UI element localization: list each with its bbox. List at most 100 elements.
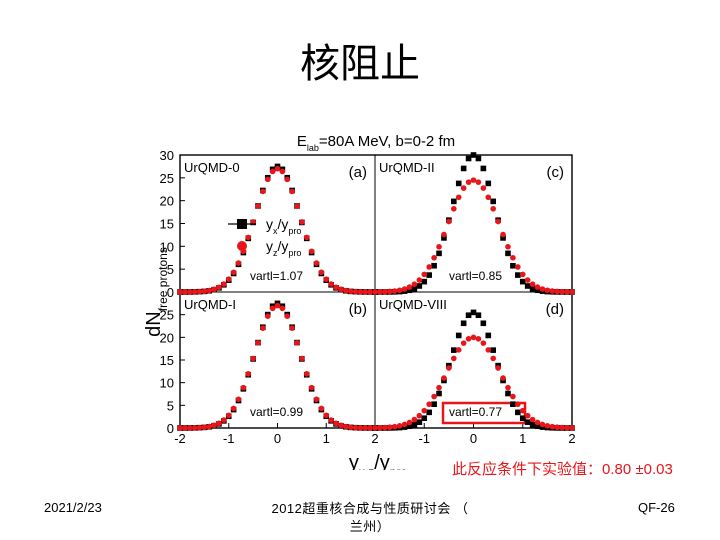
data-point-yz-circle: [342, 423, 349, 430]
panel-vartl-label: vartl=0.77: [449, 405, 502, 419]
data-point-yz-circle: [470, 177, 477, 183]
data-point-yz-circle: [539, 286, 546, 292]
panel-model-label: UrQMD-I: [184, 297, 236, 312]
slide-title: 核阻止: [300, 41, 420, 87]
data-point-yz-circle: [495, 218, 501, 225]
data-point-yz-circle: [284, 313, 291, 319]
data-point-yx-square: [475, 312, 482, 319]
data-point-yx-square: [460, 165, 467, 172]
data-point-yz-circle: [230, 405, 237, 412]
data-point-yz-circle: [549, 423, 556, 430]
data-point-yx-square: [436, 390, 442, 397]
data-point-yz-circle: [294, 203, 300, 209]
data-point-yx-square: [515, 272, 521, 278]
data-point-yz-circle: [564, 289, 570, 295]
data-point-yz-circle: [372, 425, 378, 431]
data-point-yz-circle: [569, 425, 575, 431]
data-point-yz-circle: [455, 194, 462, 201]
data-point-yz-circle: [391, 288, 398, 294]
data-point-yz-circle: [240, 384, 247, 391]
data-point-yz-circle: [475, 179, 482, 185]
data-point-yz-circle: [225, 412, 232, 419]
data-point-yx-square: [529, 285, 536, 292]
data-point-yz-circle: [235, 396, 242, 403]
data-point-yz-circle: [221, 281, 227, 287]
data-point-yz-circle: [279, 168, 286, 175]
data-point-yz-circle: [206, 423, 213, 430]
data-point-yz-circle: [505, 384, 511, 391]
data-point-yx-square: [475, 155, 482, 162]
data-point-yz-circle: [328, 281, 334, 287]
data-point-yz-circle: [534, 284, 541, 290]
data-point-yz-circle: [177, 289, 183, 295]
data-point-yx-square: [480, 165, 487, 172]
data-point-yz-circle: [338, 286, 344, 293]
data-point-yz-circle: [303, 234, 310, 241]
experimental-value-note: 此反应条件下实验值：0.80 ±0.03: [452, 461, 673, 478]
data-point-yz-circle: [255, 339, 261, 346]
data-point-yz-circle: [416, 412, 423, 419]
data-point-yz-circle: [446, 365, 452, 371]
data-point-yx-square: [451, 198, 457, 205]
data-point-yx-square: [510, 262, 516, 269]
data-point-yz-circle: [225, 276, 232, 282]
panel-model-label: UrQMD-II: [379, 160, 435, 175]
data-point-yx-square: [510, 401, 516, 407]
data-point-yz-circle: [182, 425, 188, 431]
x-tick-label: 0: [274, 431, 281, 446]
data-point-yz-circle: [436, 243, 442, 250]
y-tick-label: 5: [167, 262, 174, 277]
y-tick-label: 15: [160, 353, 174, 368]
data-point-yz-circle: [313, 260, 320, 266]
data-point-yz-circle: [264, 176, 271, 183]
footer-conference-line2: 兰州）: [349, 519, 391, 534]
data-point-yz-circle: [382, 288, 388, 295]
panel-letter: (a): [349, 164, 367, 181]
data-point-yz-circle: [367, 289, 373, 295]
data-point-yx-square: [500, 235, 506, 241]
data-point-yx-square: [490, 198, 496, 205]
data-point-yz-circle: [308, 384, 315, 391]
data-point-yx-square: [411, 285, 418, 292]
data-point-yz-circle: [352, 424, 359, 431]
data-point-yz-circle: [510, 393, 516, 400]
data-point-yx-square: [490, 347, 496, 353]
data-point-yz-circle: [279, 305, 286, 312]
data-point-yz-circle: [451, 355, 457, 362]
panel-letter: (d): [546, 301, 564, 318]
data-point-yx-square: [421, 415, 428, 422]
data-point-yz-circle: [436, 384, 442, 391]
data-point-yx-square: [465, 312, 472, 319]
x-axis-label: yx,z/ypro: [349, 452, 408, 470]
rapidity-distribution-figure: 0 5 10 15 20 25 30 0 5 10 15 20 25 -2 -1 0 1 2 -1 0 1 2 Elab=8…: [143, 133, 576, 470]
chart-marks: [177, 152, 575, 431]
panel-letter: (b): [349, 301, 367, 318]
data-point-yx-square: [505, 390, 511, 397]
y-tick-label: 10: [160, 239, 174, 254]
x-tick-label: 2: [371, 431, 378, 446]
panel-vartl-label: vartl=0.85: [449, 269, 502, 283]
data-point-yz-circle: [201, 424, 208, 431]
highlight-box: [441, 401, 527, 425]
data-point-yx-square: [416, 283, 423, 289]
y-tick-label: 20: [160, 194, 174, 209]
data-point-yz-circle: [559, 424, 565, 431]
y-tick-label: 15: [160, 217, 174, 232]
data-point-yz-circle: [524, 412, 531, 419]
data-point-yz-circle: [289, 325, 295, 331]
data-point-yz-circle: [299, 355, 305, 362]
data-point-yz-circle: [495, 365, 501, 371]
data-point-yz-circle: [441, 231, 447, 238]
data-point-yz-circle: [177, 425, 183, 431]
data-point-yz-circle: [564, 424, 570, 431]
data-point-yz-circle: [377, 424, 383, 431]
data-point-yz-circle: [554, 424, 561, 431]
data-point-yx-square: [534, 287, 541, 294]
data-point-yz-circle: [299, 219, 305, 225]
data-point-yz-circle: [235, 260, 242, 266]
data-point-yz-circle: [426, 401, 432, 408]
data-point-yz-circle: [357, 425, 364, 431]
data-point-yz-circle: [323, 412, 330, 419]
data-point-yz-circle: [386, 424, 393, 431]
data-point-yx-square: [465, 155, 472, 162]
